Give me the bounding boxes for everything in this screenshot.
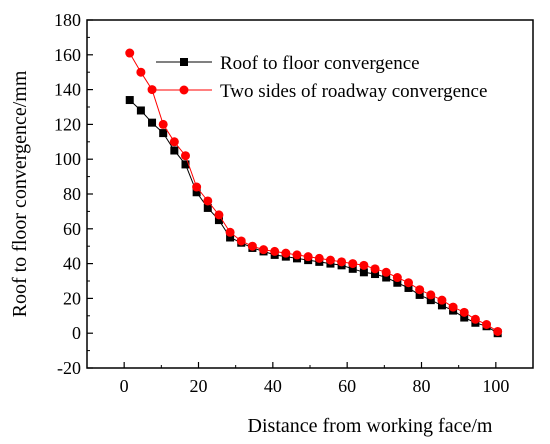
data-point [159,129,168,138]
data-point [236,236,246,246]
x-tick-label: 100 [482,376,509,396]
data-point [314,253,324,263]
data-point [359,268,368,277]
legend-marker [180,58,188,66]
y-tick-label: 180 [54,10,81,30]
data-point [259,245,269,255]
data-point [214,210,224,220]
y-tick-label: 20 [63,288,81,308]
y-tick-label: 100 [54,149,81,169]
data-point [437,301,446,310]
data-point [136,106,145,115]
data-point [482,320,492,329]
y-tick-label: 160 [54,45,81,65]
data-point [181,160,190,169]
data-point [247,241,257,251]
data-point [348,264,357,273]
x-tick-label: 20 [190,376,208,396]
data-point [158,119,168,129]
x-axis-ticks: 0 20 40 60 80 100 [86,362,534,396]
data-point [214,216,223,225]
data-point [192,188,201,197]
series-line [129,99,498,334]
legend-label: Two sides of roadway convergence [220,81,487,102]
data-point [303,252,313,262]
data-point [281,248,291,258]
data-point [426,290,436,300]
x-tick-label: 0 [120,376,129,396]
data-point [180,151,190,161]
legend-item: Roof to floor convergence [156,53,420,74]
data-point [392,273,402,283]
x-tick-label: 60 [338,376,356,396]
x-tick-label: 40 [264,376,282,396]
data-point [148,118,157,127]
data-point [192,182,202,192]
legend: Roof to floor convergence Two sides of ro… [156,53,487,102]
data-point [493,326,503,336]
series-line [129,52,498,332]
data-point [403,278,413,288]
data-point [371,270,380,279]
y-axis-title: Roof to floor convergence/mm [9,70,31,317]
y-tick-label: 40 [63,254,81,274]
data-point [382,273,391,282]
series-layer [125,48,503,338]
x-axis-title: Distance from working face/m [248,415,493,437]
data-point [125,48,135,58]
data-point [404,283,413,292]
data-point [169,137,179,147]
data-point [415,285,425,295]
y-tick-label: -20 [57,358,81,378]
data-point [381,267,391,277]
legend-item: Two sides of roadway convergence [156,81,487,102]
data-point [470,314,480,324]
y-axis-ticks: -20 0 20 40 60 80 100 120 140 160 180 [54,10,93,378]
data-point [270,246,280,256]
data-point [393,278,402,287]
data-point [147,85,157,95]
data-point [125,96,134,105]
data-point [226,233,235,242]
data-point [203,196,213,206]
data-point [437,295,447,305]
data-point [415,290,424,299]
y-tick-label: 140 [54,80,81,100]
y-tick-label: 120 [54,114,81,134]
data-point [370,264,380,274]
legend-marker [179,85,189,95]
y-tick-label: 60 [63,219,81,239]
x-tick-label: 80 [413,376,431,396]
data-point [170,146,179,155]
data-point [359,260,369,270]
y-tick-label: 0 [72,323,81,343]
legend-label: Roof to floor convergence [220,53,420,74]
series-1 [125,48,503,336]
data-point [337,257,347,267]
data-point [459,307,469,317]
data-point [203,203,212,212]
data-point [448,302,458,312]
data-point [426,296,435,305]
data-point [348,259,358,269]
y-tick-label: 80 [63,184,81,204]
data-point [225,227,235,237]
data-point [292,250,302,260]
data-point [136,67,146,77]
data-point [460,313,469,322]
data-point [325,255,335,265]
